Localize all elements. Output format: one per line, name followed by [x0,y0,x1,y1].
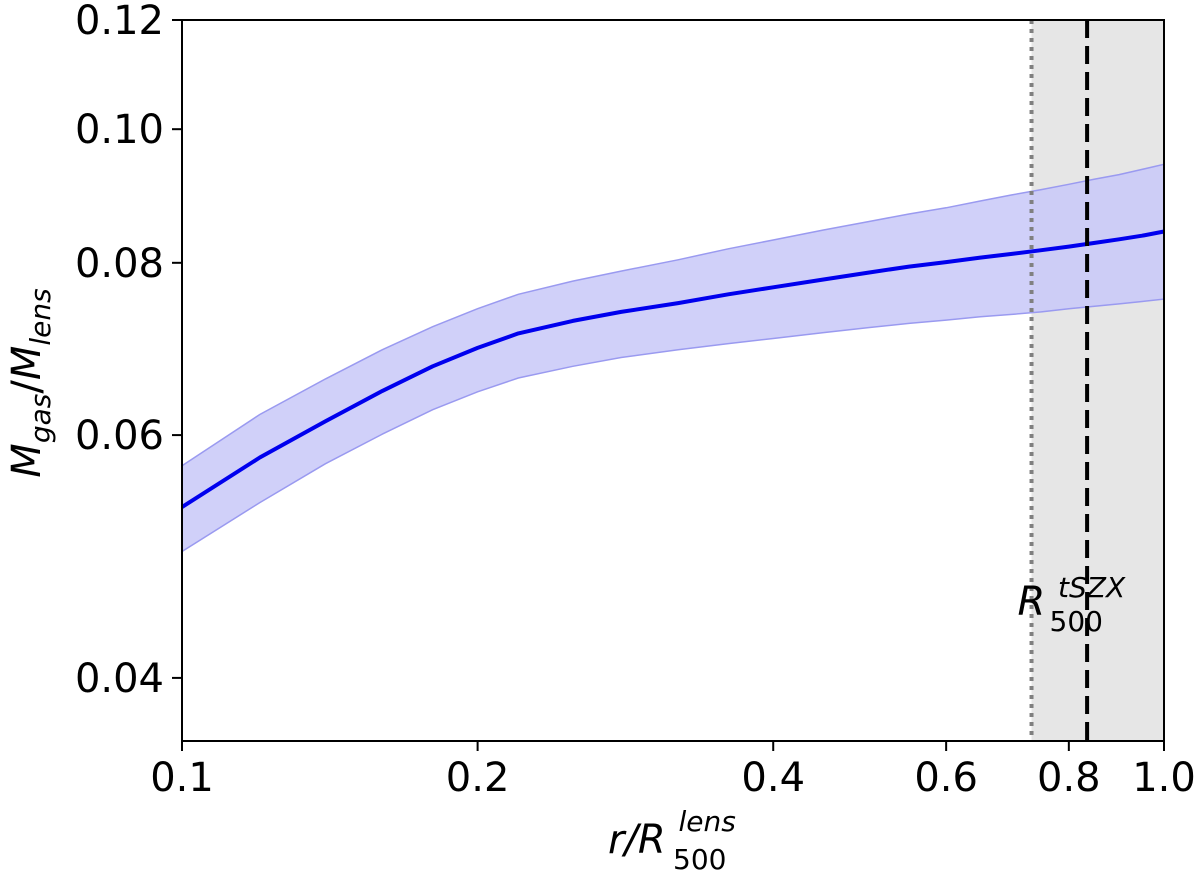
annotation-sub: 500 [1050,605,1103,638]
x-tick-label: 0.6 [914,755,978,801]
shaded-region [1031,20,1164,741]
data-line-layer [180,229,1165,509]
x-axis-label: r/R lens 500 [608,795,749,876]
annotation-base: R [1018,579,1046,625]
uncertainty-band [181,163,1165,553]
x-axis-label-sub: 500 [673,843,726,876]
y-tick-label: 0.08 [75,241,164,287]
y-axis-label-m2: M [4,346,50,381]
annotation-sup: tSZX [1058,571,1126,604]
uncertainty-band-layer [181,163,1165,553]
r500-tszx-annotation: R tSZX 500 [1018,561,1138,638]
data-line [180,229,1165,509]
x-tick-label: 0.4 [741,755,805,801]
x-axis-label-base: r/R [608,817,666,863]
tick-layer: 0.1 0.2 0.4 0.6 0.8 1.0 0.04 0.06 0.08 0.10 0.12 [75,0,1196,801]
x-tick-label: 1.0 [1132,755,1196,801]
y-axis-label-sub2: lens [24,288,57,345]
x-tick-label: 0.1 [150,755,214,801]
y-axis-label-sub1: gas [24,394,57,444]
y-axis-label-slash: / [4,380,50,394]
x-tick-label: 0.2 [446,755,510,801]
y-tick-label: 0.12 [75,0,164,44]
y-axis-label-m1: M [4,443,50,478]
y-axis-label: Mgas/Mlens [4,288,57,477]
vertical-lines-layer [1029,20,1090,741]
y-tick-label: 0.04 [75,656,164,702]
x-axis-label-sup: lens [678,805,735,838]
plot-frame [181,19,1165,742]
y-tick-label: 0.10 [75,107,164,153]
x-tick-label: 0.8 [1037,755,1101,801]
y-tick-label: 0.06 [75,413,164,459]
axes-layer [181,19,1165,742]
shaded-region-layer [1031,20,1164,741]
